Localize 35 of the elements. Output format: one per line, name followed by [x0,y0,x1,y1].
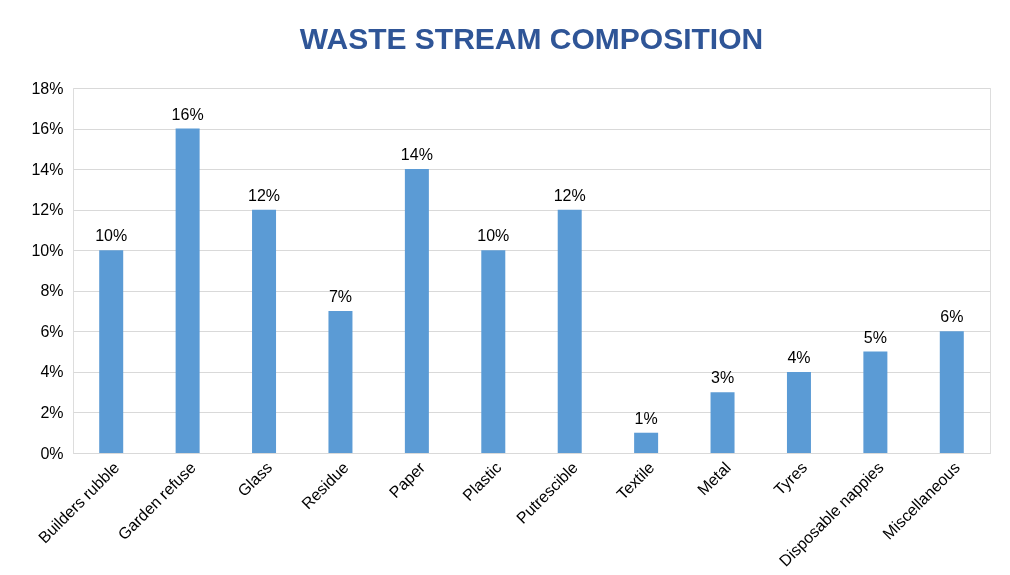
y-tick-label: 10% [31,241,64,259]
y-tick-label: 0% [40,444,64,462]
bar [328,311,353,453]
data-label: 16% [171,105,204,123]
y-tick-label: 8% [40,282,64,300]
data-label: 6% [940,308,964,326]
data-label: 7% [328,288,353,306]
y-tick-label: 12% [31,201,64,219]
data-label: 10% [95,227,128,245]
bar [786,371,811,453]
bar [634,432,659,453]
bar [863,351,888,453]
data-label: 14% [400,146,433,164]
bar [252,209,277,453]
bar [99,250,124,453]
data-label: 12% [553,186,586,204]
y-tick-label: 2% [40,403,64,421]
chart-title: WASTE STREAM COMPOSITION [299,22,764,55]
y-tick-label: 4% [40,363,64,381]
y-tick-label: 18% [31,79,64,97]
y-tick-label: 14% [31,160,64,178]
data-label: 12% [248,186,281,204]
data-label: 4% [787,348,811,366]
data-label: 1% [634,409,658,427]
bar [481,250,506,453]
data-label: 5% [863,328,887,346]
y-tick-label: 16% [31,120,64,138]
data-label: 10% [477,227,510,245]
bar [175,128,200,453]
y-tick-label: 6% [40,322,64,340]
data-label: 3% [710,369,735,387]
bar [557,209,582,453]
bar [710,392,735,453]
bar [404,169,429,453]
bar [939,331,964,453]
